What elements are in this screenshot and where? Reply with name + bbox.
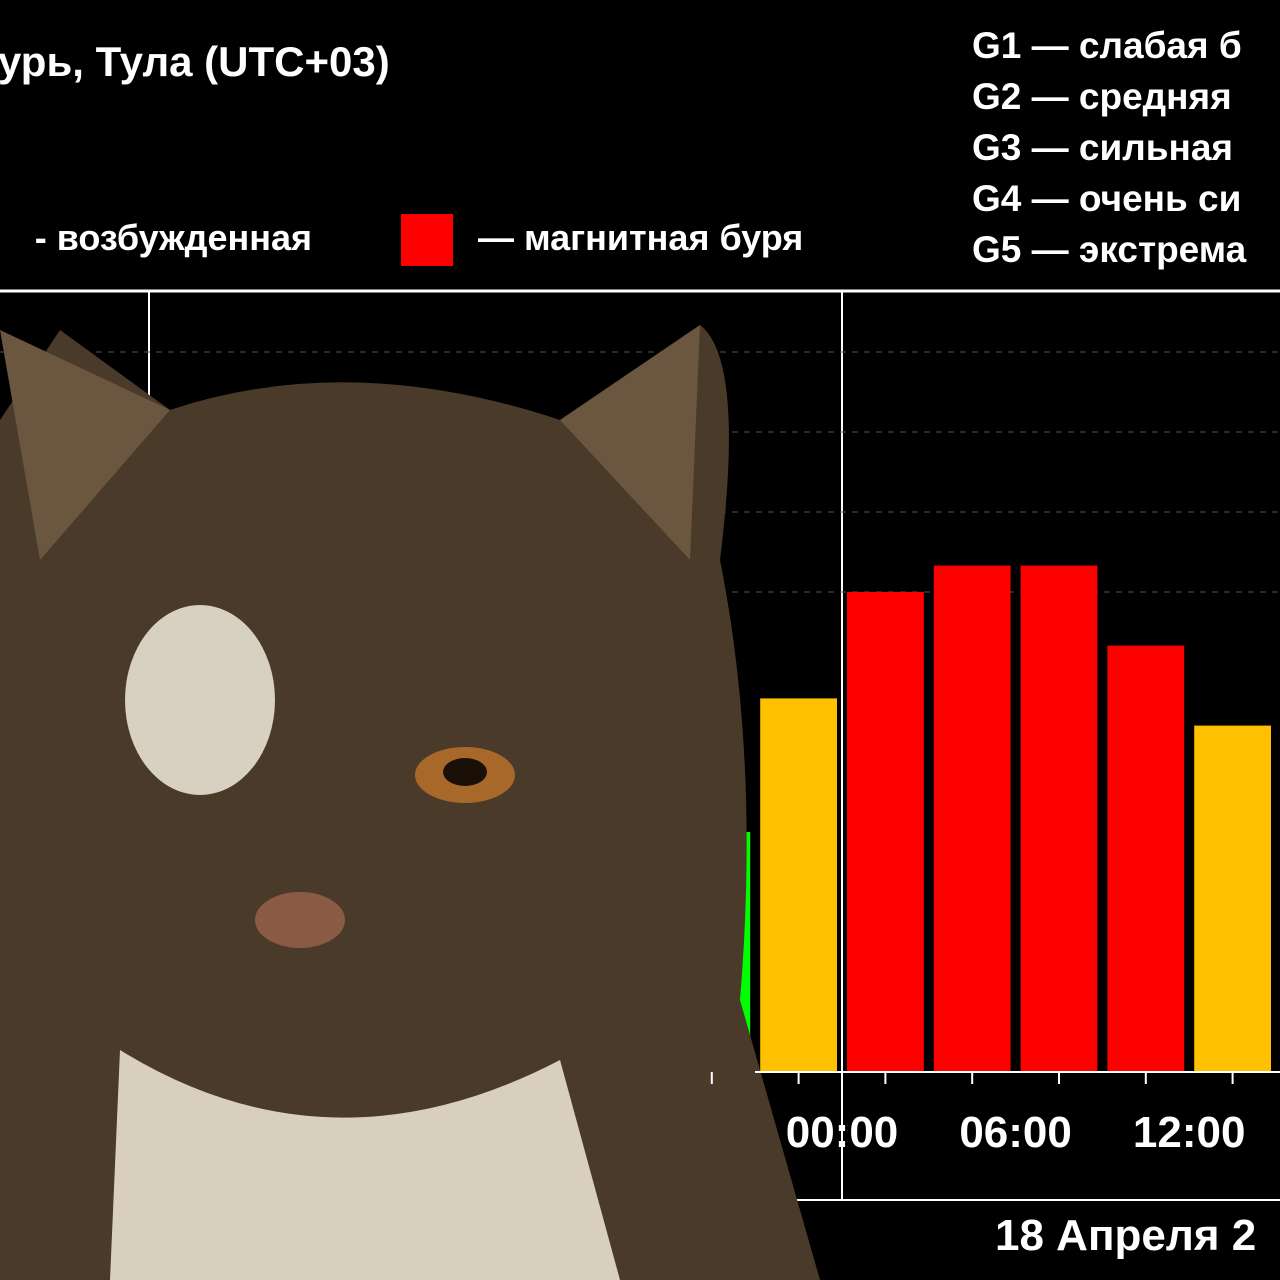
x-tick-label: 12:00 [1133, 1108, 1246, 1157]
cat-nose [255, 892, 345, 948]
chart-title: урь, Тула (UTC+03) [0, 38, 390, 85]
bar [1107, 645, 1185, 1072]
x-axis: 00:00 06:00 12:00 [710, 1071, 1280, 1157]
scale-note: G2 — средняя [972, 76, 1232, 117]
bar [847, 592, 924, 1072]
cat-ear [0, 330, 170, 560]
cat-pupil [443, 758, 487, 786]
cat-chest [110, 1050, 620, 1280]
scale-notes: G1 — слабая б G2 — средняя G3 — сильная … [972, 25, 1247, 270]
cat-paw [125, 605, 275, 795]
bar [1194, 725, 1271, 1072]
bar [1020, 565, 1098, 1072]
cat-body [0, 325, 820, 1280]
scale-note: G4 — очень си [972, 178, 1241, 219]
bar [760, 698, 837, 1072]
x-tick-label: 06:00 [959, 1108, 1072, 1157]
scale-note: G5 — экстрема [972, 229, 1247, 270]
cat-image [0, 325, 820, 1280]
legend-swatch [401, 214, 453, 266]
cat-ear [560, 325, 700, 560]
legend-label: - возбужденная [35, 217, 312, 258]
scale-note: G3 — сильная [972, 127, 1233, 168]
scale-note: G1 — слабая б [972, 25, 1242, 66]
date-label: 18 Апреля 2 [995, 1211, 1256, 1260]
x-tick-label: 00:00 [786, 1108, 899, 1157]
legend-label: — магнитная буря [478, 217, 803, 258]
bar [933, 565, 1011, 1072]
